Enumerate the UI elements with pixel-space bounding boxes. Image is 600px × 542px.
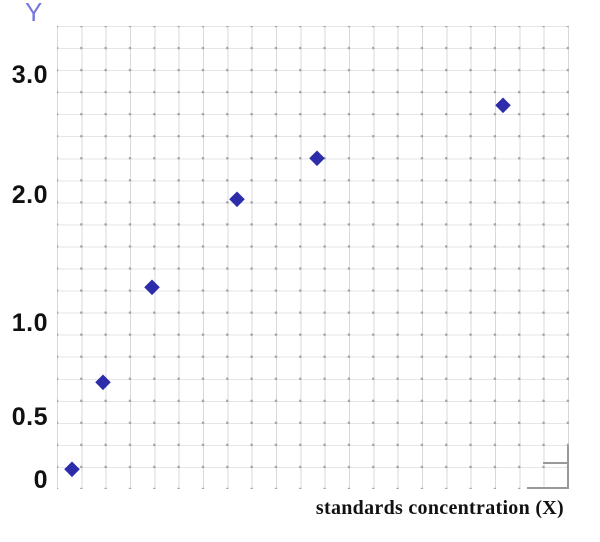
x-axis-title: standards concentration (X)	[315, 497, 564, 519]
y-tick-label: 1.0	[11, 309, 48, 338]
y-tick-label: 3.0	[11, 60, 48, 89]
corner-artifact-mark	[567, 446, 569, 489]
corner-artifact-mark	[527, 487, 569, 489]
plot-area	[57, 26, 569, 489]
y-tick-label: 2.0	[11, 181, 48, 210]
data-point-marker	[144, 279, 160, 295]
data-point-marker	[64, 461, 80, 477]
data-point-marker	[95, 374, 111, 390]
corner-artifact-mark	[543, 462, 569, 464]
data-point-marker	[495, 97, 511, 113]
y-tick-label: 0	[33, 466, 48, 495]
y-axis-title: Y	[25, 0, 43, 27]
data-point-marker	[229, 191, 245, 207]
y-axis-tick-labels: 3.0 2.0 1.0 0.5 0	[0, 26, 48, 494]
y-tick-label: 0.5	[11, 402, 48, 431]
data-point-marker	[309, 150, 325, 166]
